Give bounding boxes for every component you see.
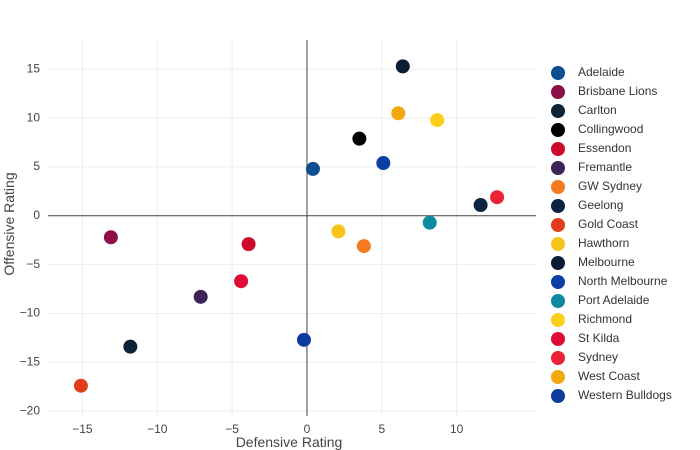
legend-item-fremantle[interactable]: Fremantle — [551, 160, 632, 175]
legend-marker — [551, 313, 565, 327]
legend-label: Carlton — [578, 103, 617, 117]
legend-label: St Kilda — [578, 331, 620, 345]
y-axis-title: Offensive Rating — [1, 172, 17, 275]
zero-lines — [48, 40, 536, 416]
legend-item-st-kilda[interactable]: St Kilda — [551, 331, 620, 346]
legend-marker — [551, 294, 565, 308]
point-carlton[interactable] — [123, 339, 138, 354]
legend-item-geelong[interactable]: Geelong — [551, 198, 623, 213]
y-tick-label: 0 — [33, 208, 40, 222]
legend[interactable]: Adelaide Brisbane Lions Carlton Collingwood… — [551, 65, 672, 403]
legend-item-essendon[interactable]: Essendon — [551, 141, 631, 156]
point-port-adelaide[interactable] — [422, 215, 437, 230]
legend-label: Fremantle — [578, 160, 632, 174]
point-brisbane-lions[interactable] — [103, 230, 118, 245]
legend-marker — [551, 123, 565, 137]
legend-item-gw-sydney[interactable]: GW Sydney — [551, 179, 642, 194]
legend-marker — [551, 275, 565, 289]
legend-marker — [551, 370, 565, 384]
legend-label: GW Sydney — [578, 179, 642, 193]
legend-label: Port Adelaide — [578, 293, 650, 307]
y-tick-label: 10 — [27, 110, 41, 124]
legend-marker — [551, 161, 565, 175]
y-tick-label: −5 — [26, 257, 40, 271]
legend-marker — [551, 389, 565, 403]
legend-marker — [551, 199, 565, 213]
legend-label: Gold Coast — [578, 217, 639, 231]
legend-label: Western Bulldogs — [578, 388, 672, 402]
legend-item-collingwood[interactable]: Collingwood — [551, 122, 643, 137]
legend-label: Hawthorn — [578, 236, 629, 250]
grid — [48, 40, 536, 416]
y-tick-label: −10 — [20, 306, 41, 320]
point-geelong[interactable] — [473, 198, 488, 213]
legend-item-adelaide[interactable]: Adelaide — [551, 65, 625, 80]
legend-label: Geelong — [578, 198, 623, 212]
point-sydney[interactable] — [490, 190, 505, 205]
point-st-kilda[interactable] — [234, 274, 249, 289]
legend-item-carlton[interactable]: Carlton — [551, 103, 617, 118]
legend-label: West Coast — [578, 369, 640, 383]
point-gw-sydney[interactable] — [356, 239, 371, 254]
legend-marker — [551, 104, 565, 118]
point-gold-coast[interactable] — [73, 378, 88, 393]
point-western-bulldogs[interactable] — [296, 332, 311, 347]
legend-item-western-bulldogs[interactable]: Western Bulldogs — [551, 388, 672, 403]
legend-label: North Melbourne — [578, 274, 668, 288]
legend-item-richmond[interactable]: Richmond — [551, 312, 632, 327]
legend-marker — [551, 351, 565, 365]
legend-marker — [551, 256, 565, 270]
legend-marker — [551, 237, 565, 251]
legend-item-sydney[interactable]: Sydney — [551, 350, 618, 365]
legend-marker — [551, 142, 565, 156]
point-adelaide[interactable] — [305, 161, 320, 176]
legend-label: Collingwood — [578, 122, 643, 136]
point-collingwood[interactable] — [352, 131, 367, 146]
x-axis-title: Defensive Rating — [236, 434, 343, 450]
legend-item-gold-coast[interactable]: Gold Coast — [551, 217, 639, 232]
legend-label: Essendon — [578, 141, 631, 155]
tick-labels: −15 −10 −5 0 5 10 −20 −15 −10 −5 0 5 10 15 — [20, 61, 464, 435]
point-west-coast[interactable] — [391, 106, 406, 121]
legend-marker — [551, 218, 565, 232]
legend-marker — [551, 332, 565, 346]
x-tick-label: −15 — [72, 422, 93, 436]
x-tick-label: 5 — [378, 422, 385, 436]
legend-marker — [551, 180, 565, 194]
legend-label: Sydney — [578, 350, 618, 364]
legend-item-melbourne[interactable]: Melbourne — [551, 255, 635, 270]
data-points — [73, 59, 505, 393]
legend-item-port-adelaide[interactable]: Port Adelaide — [551, 293, 650, 308]
y-tick-label: 5 — [33, 159, 40, 173]
point-north-melbourne[interactable] — [376, 156, 391, 171]
legend-item-west-coast[interactable]: West Coast — [551, 369, 640, 384]
point-fremantle[interactable] — [193, 289, 208, 304]
y-tick-label: 15 — [27, 61, 41, 75]
legend-item-north-melbourne[interactable]: North Melbourne — [551, 274, 668, 289]
x-tick-label: −10 — [147, 422, 168, 436]
legend-item-hawthorn[interactable]: Hawthorn — [551, 236, 629, 251]
legend-marker — [551, 85, 565, 99]
point-melbourne[interactable] — [395, 59, 410, 74]
legend-label: Brisbane Lions — [578, 84, 657, 98]
legend-marker — [551, 66, 565, 80]
x-tick-label: 0 — [304, 422, 311, 436]
point-essendon[interactable] — [241, 237, 256, 252]
legend-label: Richmond — [578, 312, 632, 326]
x-tick-label: 10 — [450, 422, 464, 436]
y-tick-label: −15 — [20, 354, 41, 368]
legend-item-brisbane-lions[interactable]: Brisbane Lions — [551, 84, 657, 99]
point-hawthorn[interactable] — [331, 224, 346, 239]
y-tick-label: −20 — [20, 403, 41, 417]
legend-label: Melbourne — [578, 255, 635, 269]
x-tick-label: −5 — [225, 422, 239, 436]
point-richmond[interactable] — [430, 113, 445, 128]
legend-label: Adelaide — [578, 65, 625, 79]
